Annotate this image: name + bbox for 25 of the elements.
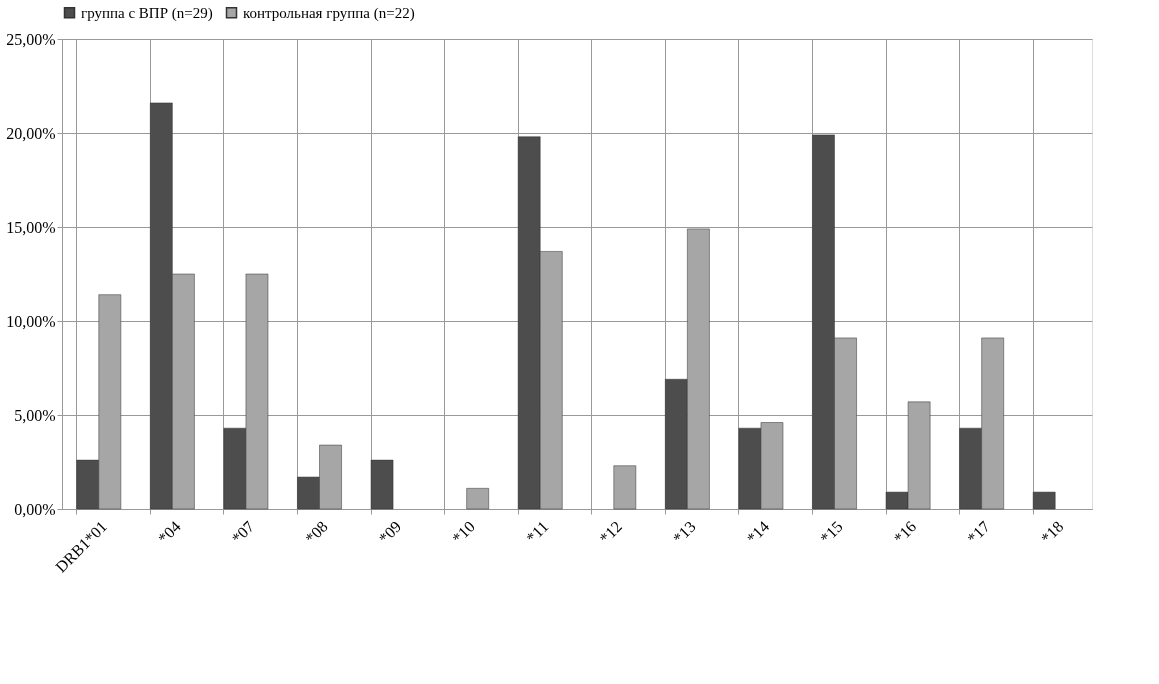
x-tick-label: *18 bbox=[1037, 517, 1067, 547]
x-tick-label: *14 bbox=[743, 517, 773, 547]
x-tick-label: *15 bbox=[816, 517, 846, 547]
x-tick-label: *13 bbox=[669, 517, 699, 547]
y-tick-label: 20,00% bbox=[6, 124, 56, 142]
y-tick-label: 5,00% bbox=[14, 406, 56, 424]
x-tick-label: *08 bbox=[301, 517, 331, 547]
x-tick-label: *12 bbox=[596, 517, 626, 547]
legend-label: контрольная группа (n=22) bbox=[243, 4, 415, 22]
x-tick-label: *10 bbox=[448, 517, 478, 547]
bar bbox=[370, 459, 394, 510]
x-tick-label: *17 bbox=[963, 517, 993, 547]
bar bbox=[466, 488, 489, 510]
y-tick-label: 15,00% bbox=[6, 218, 56, 236]
x-tick-label: *07 bbox=[228, 517, 258, 547]
x-tick-label: *04 bbox=[154, 517, 184, 547]
x-tick-label: *16 bbox=[890, 517, 920, 547]
bar bbox=[613, 465, 637, 510]
y-tick-label: 10,00% bbox=[6, 312, 56, 330]
bar bbox=[1032, 491, 1056, 510]
legend-label: группа с ВПР (n=29) bbox=[81, 4, 213, 22]
x-tick-label: *11 bbox=[522, 517, 552, 547]
x-tick-label: *09 bbox=[375, 517, 405, 547]
y-tick-label: 25,00% bbox=[6, 30, 56, 48]
y-tick-label: 0,00% bbox=[14, 500, 56, 518]
